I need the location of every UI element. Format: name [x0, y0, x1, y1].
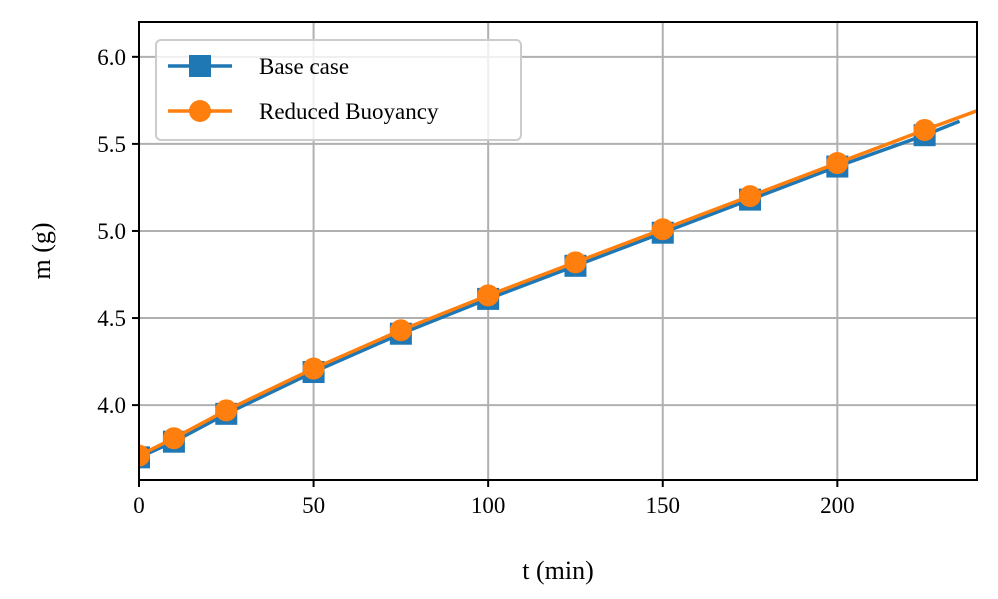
- data-point-reduced-buoyancy: [215, 399, 238, 422]
- data-point-reduced-buoyancy: [651, 218, 674, 241]
- data-point-reduced-buoyancy: [389, 319, 412, 342]
- legend-marker-base-case: [189, 55, 211, 77]
- data-point-reduced-buoyancy: [826, 152, 849, 175]
- data-point-reduced-buoyancy: [477, 284, 500, 307]
- legend-marker-reduced-buoyancy: [189, 100, 211, 122]
- x-axis-label: t (min): [522, 556, 594, 585]
- x-tick-label: 200: [820, 493, 855, 518]
- data-point-reduced-buoyancy: [739, 185, 762, 208]
- y-tick-label: 5.5: [97, 132, 126, 157]
- data-point-reduced-buoyancy: [139, 444, 150, 467]
- y-tick-label: 4.0: [97, 393, 126, 418]
- x-tick-label: 50: [302, 493, 325, 518]
- x-tick-label: 100: [471, 493, 506, 518]
- data-point-reduced-buoyancy: [564, 251, 587, 274]
- data-point-reduced-buoyancy: [162, 427, 185, 450]
- y-tick-label: 4.5: [97, 306, 126, 331]
- y-tick-label: 6.0: [97, 45, 126, 70]
- plot-frame: [138, 21, 978, 481]
- data-point-reduced-buoyancy: [302, 357, 325, 380]
- series-reduced-buoyancy: [139, 109, 977, 467]
- y-tick-label: 5.0: [97, 219, 126, 244]
- data-point-reduced-buoyancy: [913, 118, 936, 141]
- legend: Base case Reduced Buoyancy: [155, 39, 522, 141]
- y-axis-label: m (g): [27, 222, 56, 279]
- legend-label-reduced-buoyancy: Reduced Buoyancy: [259, 99, 439, 124]
- legend-box: [155, 39, 522, 141]
- axis-ticks: 0 50 100 150 200 4.0 4.5 5.0 5.5 6.0: [97, 45, 854, 518]
- x-tick-label: 150: [646, 493, 681, 518]
- series-layer: [139, 109, 977, 469]
- legend-label-base-case: Base case: [259, 54, 349, 79]
- x-tick-label: 0: [133, 493, 145, 518]
